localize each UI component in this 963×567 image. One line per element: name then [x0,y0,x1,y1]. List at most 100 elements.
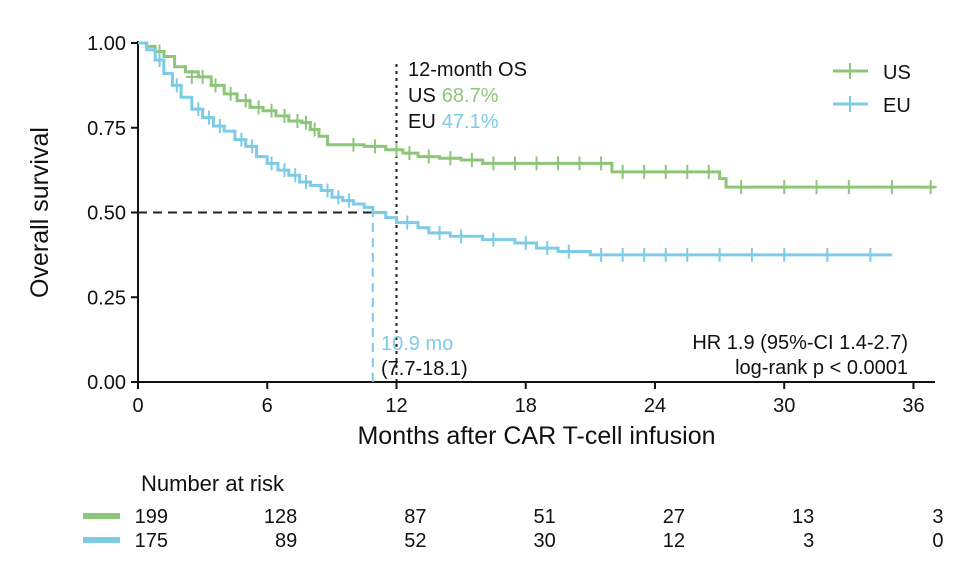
risk-value-eu: 12 [663,530,685,552]
os-us-value: 68.7% [442,85,499,107]
y-tick-label-3: 0.75 [87,118,126,140]
reference-lines [138,59,398,382]
censor-mark-us [196,69,209,84]
censor-mark-eu [455,229,468,244]
censor-mark-us [278,108,291,123]
y-tick-label-2: 0.50 [87,203,126,225]
os-eu-line: EU 47.1% [408,111,499,133]
risk-value-eu: 175 [135,530,168,552]
x-axis-label: Months after CAR T-cell infusion [357,422,715,450]
censor-mark-eu [300,174,313,189]
censor-mark-us [508,156,521,171]
risk-value-eu: 0 [932,530,943,552]
os-eu-value: 47.1% [442,111,499,133]
os-title: 12-month OS [408,59,527,81]
censor-mark-eu [681,247,694,262]
y-tick-label-4: 1.00 [87,33,126,55]
censor-mark-us [487,156,500,171]
censor-mark-eu [343,193,356,208]
censor-mark-us [530,156,543,171]
censor-mark-eu [401,215,414,230]
censor-mark-us [368,139,381,154]
censor-mark-us [735,180,748,195]
os-eu-label: EU [408,111,436,133]
x-tick-label-30: 30 [773,395,795,417]
censor-mark-eu [745,247,758,262]
censor-mark-us [209,78,222,93]
risk-value-us: 128 [264,506,297,528]
censor-mark-us [252,100,265,115]
x-tick-label-12: 12 [385,395,407,417]
censor-mark-us [465,152,478,167]
median-ci: (7.7-18.1) [381,358,468,380]
censor-mark-eu [541,241,554,256]
censor-mark-us [347,137,360,152]
risk-value-eu: 30 [533,530,555,552]
axes: 0 6 12 18 24 30 36 0.00 0.25 0.50 0.75 1.00 Months a… [26,33,935,450]
censor-mark-eu [595,247,608,262]
risk-value-us: 27 [663,506,685,528]
legend-label-us: US [883,62,911,84]
censor-mark-eu [713,247,726,262]
censor-mark-eu [864,247,877,262]
y-axis-label: Overall survival [26,127,54,298]
censor-mark-us [422,149,435,164]
censor-mark-us [778,180,791,195]
censor-mark-eu [289,168,302,183]
censor-mark-eu [170,78,183,93]
survival-curve-eu [138,41,892,257]
censor-mark-eu [562,244,575,259]
censor-mark-eu [487,232,500,247]
censor-mark-eu [192,102,205,117]
risk-value-us: 87 [404,506,426,528]
x-tick-label-18: 18 [515,395,537,417]
censor-mark-eu [153,52,166,67]
censor-mark-eu [213,119,226,134]
censor-mark-us [308,122,321,137]
censor-mark-eu [332,190,345,205]
censor-mark-us [185,69,198,84]
censor-mark-eu [203,110,216,125]
censor-mark-us [659,164,672,179]
censor-mark-us [595,156,608,171]
risk-value-eu: 89 [275,530,297,552]
x-tick-label-36: 36 [902,395,924,417]
censor-mark-eu [616,247,629,262]
censor-mark-us [573,156,586,171]
survival-curves [138,41,937,262]
y-tick-label-1: 0.25 [87,287,126,309]
risk-value-us: 51 [533,506,555,528]
legend: US EU [833,62,911,117]
censor-mark-us [444,151,457,166]
censor-mark-us [616,164,629,179]
x-tick-label-0: 0 [132,395,143,417]
log-rank-p: log-rank p < 0.0001 [735,357,908,379]
censor-mark-us [224,86,237,101]
censor-mark-eu [659,247,672,262]
censor-mark-us [239,93,252,108]
censor-mark-eu [246,139,259,154]
censor-mark-eu [265,156,278,171]
censor-mark-us [552,156,565,171]
censor-mark-eu [433,225,446,240]
censor-mark-eu [235,132,248,147]
censor-mark-us [810,180,823,195]
annotations: 12-month OS US 68.7% EU 47.1% 10.9 mo (7.7… [381,59,908,380]
censor-mark-us [638,164,651,179]
censor-mark-eu [821,247,834,262]
censor-mark-us [403,146,416,161]
censor-mark-us [265,103,278,118]
y-tick-label-0: 0.00 [87,372,126,394]
risk-value-eu: 52 [404,530,426,552]
os-us-line: US 68.7% [408,85,499,107]
risk-value-us: 13 [792,506,814,528]
censor-mark-us [702,164,715,179]
x-tick-label-24: 24 [644,395,666,417]
legend-label-eu: EU [883,95,911,117]
risk-value-us: 199 [135,506,168,528]
censor-mark-us [300,115,313,130]
os-us-label: US [408,85,436,107]
hazard-ratio: HR 1.9 (95%-CI 1.4-2.7) [692,332,908,354]
